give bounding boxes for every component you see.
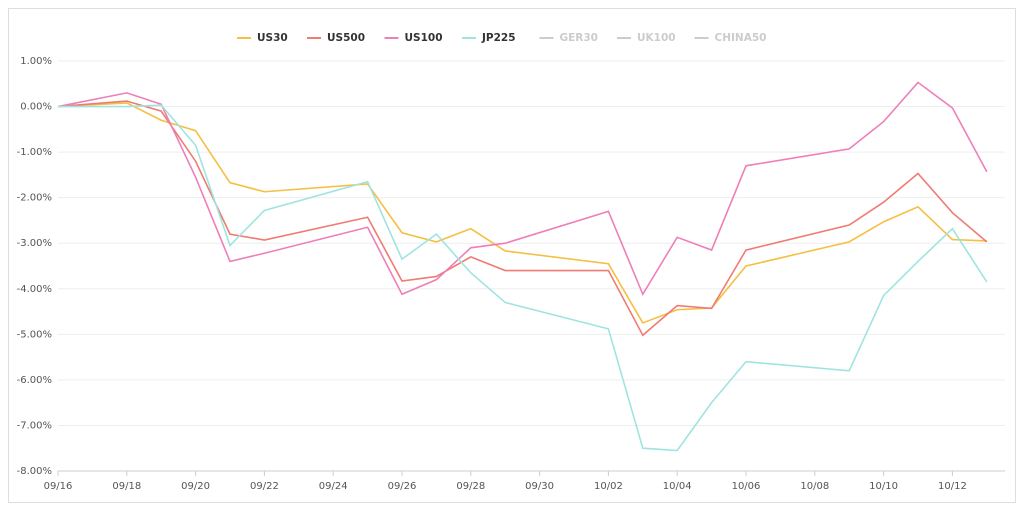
y-tick-label: -5.00% (17, 329, 52, 340)
x-tick-label: 09/30 (525, 481, 554, 492)
series-line (57, 100, 988, 337)
x-tick-label: 10/10 (869, 481, 898, 492)
y-tick-label: -3.00% (17, 238, 52, 249)
x-tick-label: 09/18 (112, 481, 141, 492)
x-tick-label: 10/12 (938, 481, 967, 492)
x-tick-label: 09/28 (456, 481, 485, 492)
x-tick-label: 10/06 (732, 481, 761, 492)
legend-label[interactable]: JP225 (481, 32, 516, 44)
y-tick-label: -4.00% (17, 284, 52, 295)
x-tick-label: 10/08 (800, 481, 829, 492)
chart-frame (8, 8, 1016, 503)
legend-label[interactable]: US500 (327, 32, 365, 44)
y-tick-label: 0.00% (20, 102, 52, 113)
y-tick-label: -7.00% (17, 420, 52, 431)
series-line (58, 104, 988, 452)
legend-label[interactable]: US30 (257, 32, 288, 44)
legend-label[interactable]: UK100 (637, 32, 676, 44)
x-tick-label: 09/20 (181, 481, 210, 492)
legend-label[interactable]: US100 (405, 32, 443, 44)
y-tick-label: -6.00% (17, 375, 52, 386)
x-tick-label: 09/26 (388, 481, 417, 492)
x-tick-label: 10/02 (594, 481, 623, 492)
series-line (57, 81, 988, 297)
y-tick-label: -2.00% (17, 193, 52, 204)
x-tick-label: 10/04 (663, 481, 692, 492)
x-tick-label: 09/16 (44, 481, 73, 492)
series-line (57, 102, 987, 324)
legend-label[interactable]: CHINA50 (715, 32, 767, 44)
x-tick-label: 09/24 (319, 481, 348, 492)
y-tick-label: -1.00% (17, 147, 52, 158)
y-tick-label: 1.00% (20, 56, 52, 67)
x-tick-label: 09/22 (250, 481, 279, 492)
legend-label[interactable]: GER30 (560, 32, 599, 44)
y-tick-label: -8.00% (17, 466, 52, 477)
